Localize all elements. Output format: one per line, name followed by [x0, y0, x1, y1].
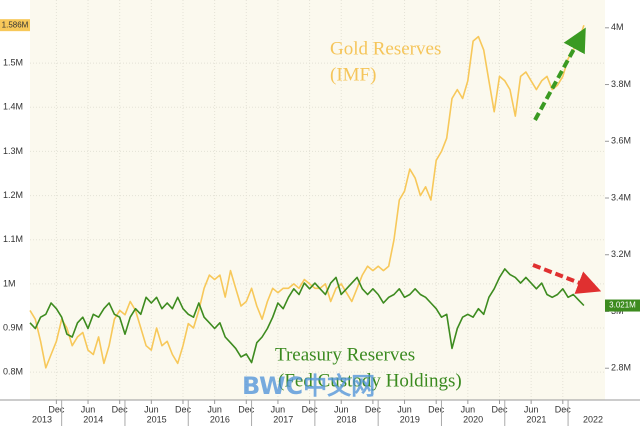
lines [29, 24, 585, 369]
x-tick-label: Dec [428, 404, 445, 414]
y-tick-label: 1.1M [3, 234, 23, 244]
x-tick-label: Dec [175, 404, 192, 414]
x-tick-label: Dec [112, 404, 129, 414]
last-value-label: 3.021M [609, 301, 636, 310]
x-tick-label: Dec [238, 404, 255, 414]
year-label: 2018 [336, 414, 356, 424]
x-tick-label: Jun [461, 404, 476, 414]
y-tick-label: 0.9M [3, 322, 23, 332]
y-tick-label: 1.3M [3, 146, 23, 156]
x-tick-label: Dec [48, 404, 65, 414]
watermark: BWC中文网 [242, 372, 375, 400]
series-line [29, 24, 585, 369]
x-tick-label: Dec [302, 404, 319, 414]
annotation: (IMF) [330, 64, 376, 85]
year-label: 2020 [463, 414, 483, 424]
x-tick-label: Dec [365, 404, 382, 414]
grid [30, 0, 605, 400]
last-value-badge [0, 19, 30, 32]
y2-tick-label: 3.4M [611, 192, 631, 202]
year-label: 2017 [273, 414, 293, 424]
x-tick-label: Jun [271, 404, 286, 414]
y-tick-label: 0.8M [3, 367, 23, 377]
y2-tick-label: 3.8M [611, 79, 631, 89]
year-label: 2014 [83, 414, 103, 424]
year-label: 2022 [583, 414, 603, 424]
year-label: 2016 [210, 414, 230, 424]
y-tick-label: 1.5M [3, 58, 23, 68]
y2-tick-label: 2.8M [611, 363, 631, 373]
y2-tick-label: 3.2M [611, 249, 631, 259]
year-label: 2015 [147, 414, 167, 424]
plot-area [30, 0, 605, 400]
x-tick-label: Jun [207, 404, 222, 414]
x-tick-label: Dec [555, 404, 572, 414]
annotation: Gold Reserves [330, 38, 441, 59]
red-arrow [532, 263, 602, 294]
annotation: (Fed Custody Holdings) [278, 370, 462, 391]
x-tick-label: Jun [81, 404, 96, 414]
y-tick-label: 1.2M [3, 190, 23, 200]
x-tick-label: Jun [524, 404, 539, 414]
green-arrow [533, 27, 586, 121]
x-tick-label: Jun [144, 404, 159, 414]
x-tick-label: Dec [491, 404, 508, 414]
y2-tick-label: 3.6M [611, 136, 631, 146]
y2-tick-label: 4M [611, 22, 624, 32]
last-value-badge [605, 299, 640, 312]
y-tick-label: 1.4M [3, 102, 23, 112]
series-line [29, 268, 585, 364]
x-tick-label: Jun [397, 404, 412, 414]
year-label: 2021 [526, 414, 546, 424]
annotation: Treasury Reserves [275, 344, 415, 365]
year-label: 2013 [32, 414, 52, 424]
x-tick-label: Jun [334, 404, 349, 414]
last-value-label: 1.586M [2, 20, 29, 29]
year-label: 2019 [400, 414, 420, 424]
y-tick-label: 1M [3, 278, 16, 288]
